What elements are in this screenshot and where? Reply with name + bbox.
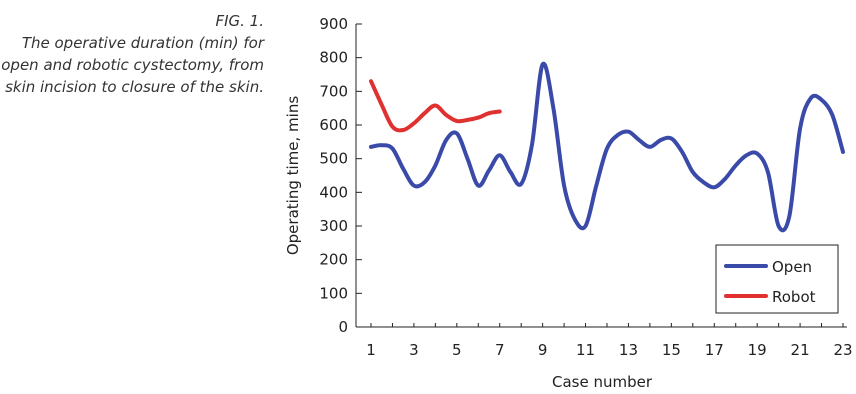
figure-caption: FIG. 1. The operative duration (min) for… (0, 10, 264, 98)
legend-label-open: Open (772, 258, 812, 276)
series-line-open (369, 61, 845, 233)
x-tick-label: 11 (576, 341, 595, 359)
x-axis-title: Case number (552, 373, 653, 391)
x-tick-label: 19 (748, 341, 767, 359)
x-tick-label: 21 (791, 341, 810, 359)
y-axis: 0 100 200 300 400 500 600 700 800 900 (319, 15, 362, 336)
y-tick-label: 900 (319, 15, 348, 33)
x-tick-label: 5 (452, 341, 462, 359)
x-tick-label: 3 (409, 341, 419, 359)
y-tick-label: 400 (319, 183, 348, 201)
x-tick-label: 23 (833, 341, 852, 359)
y-tick-label: 500 (319, 150, 348, 168)
x-tick-label: 15 (662, 341, 681, 359)
y-tick-label: 200 (319, 251, 348, 269)
y-tick-label: 700 (319, 82, 348, 100)
y-tick-label: 600 (319, 116, 348, 134)
x-tick-label: 1 (366, 341, 376, 359)
y-axis-title: Operating time, mins (284, 96, 302, 255)
series-line-robot (369, 79, 502, 133)
y-tick-label: 0 (338, 318, 348, 336)
legend-box (715, 244, 839, 314)
x-tick-label: 7 (495, 341, 505, 359)
y-tick-label: 100 (319, 284, 348, 302)
figure-label: FIG. 1. (215, 12, 264, 30)
x-tick-label: 13 (619, 341, 638, 359)
x-tick-label: 17 (705, 341, 724, 359)
y-tick-label: 800 (319, 49, 348, 67)
x-tick-label: 9 (538, 341, 548, 359)
legend-label-robot: Robot (772, 288, 816, 306)
y-tick-label: 300 (319, 217, 348, 235)
figure-caption-text: The operative duration (min) for open an… (1, 34, 264, 96)
x-axis: 1 3 5 7 9 11 13 15 17 19 21 23 (356, 323, 853, 359)
legend: Open Robot (715, 244, 839, 314)
series-lines (369, 61, 845, 233)
